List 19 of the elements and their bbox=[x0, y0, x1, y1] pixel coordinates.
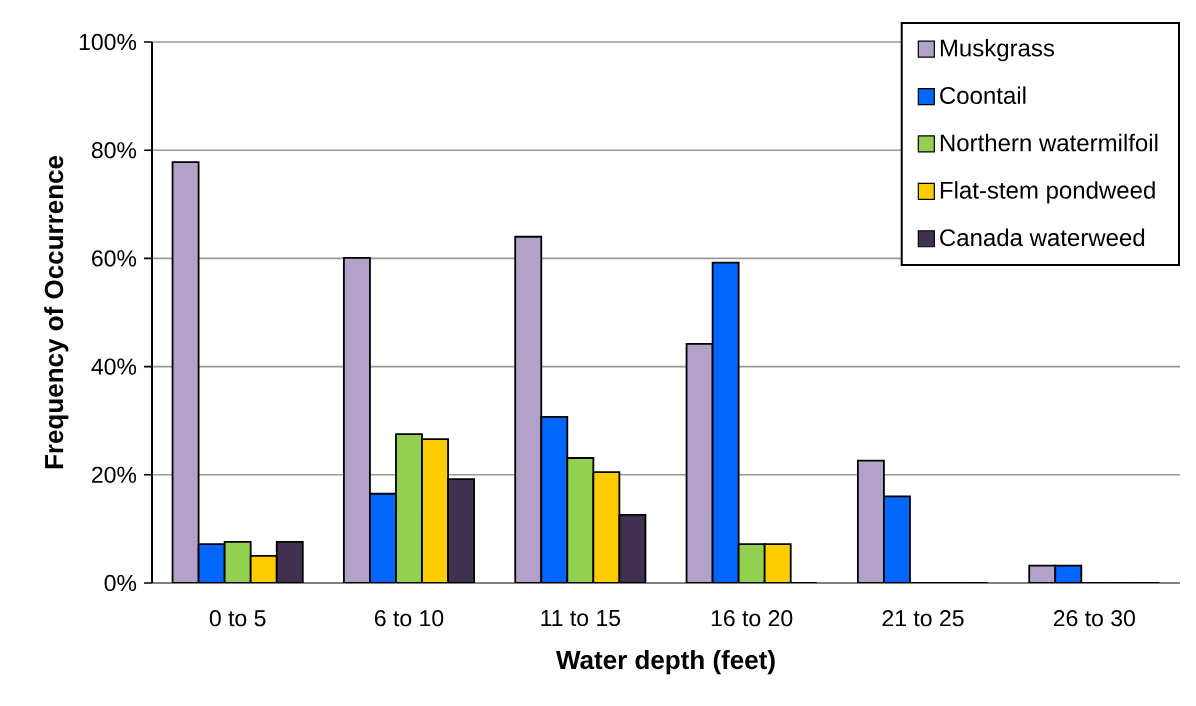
x-tick-label: 11 to 15 bbox=[541, 610, 621, 627]
y-tick-label: 100% bbox=[79, 33, 137, 51]
y-tick-label: 0% bbox=[104, 574, 137, 592]
legend-label: Canada waterweed bbox=[940, 228, 1145, 247]
y-tick-label: 40% bbox=[91, 358, 137, 375]
y-axis-title: Frequency of Occurrence bbox=[44, 155, 69, 469]
legend-label: Coontail bbox=[940, 86, 1026, 104]
legend-label: Flat-stem pondweed bbox=[940, 181, 1155, 204]
x-tick-label: 0 to 5 bbox=[209, 610, 266, 627]
y-tick-label: 60% bbox=[92, 250, 137, 267]
y-tick-label: 20% bbox=[92, 466, 137, 483]
x-axis-title: Water depth (feet) bbox=[556, 650, 775, 675]
x-tick-label: 6 to 10 bbox=[374, 610, 444, 627]
x-tick-label: 26 to 30 bbox=[1053, 610, 1135, 627]
x-tick-label: 16 to 20 bbox=[711, 610, 793, 627]
legend-label: Muskgrass bbox=[940, 38, 1055, 62]
y-tick-label: 80% bbox=[91, 142, 137, 159]
x-tick-label: 21 to 25 bbox=[882, 610, 964, 627]
legend-label: Northern watermilfoil bbox=[940, 133, 1158, 152]
